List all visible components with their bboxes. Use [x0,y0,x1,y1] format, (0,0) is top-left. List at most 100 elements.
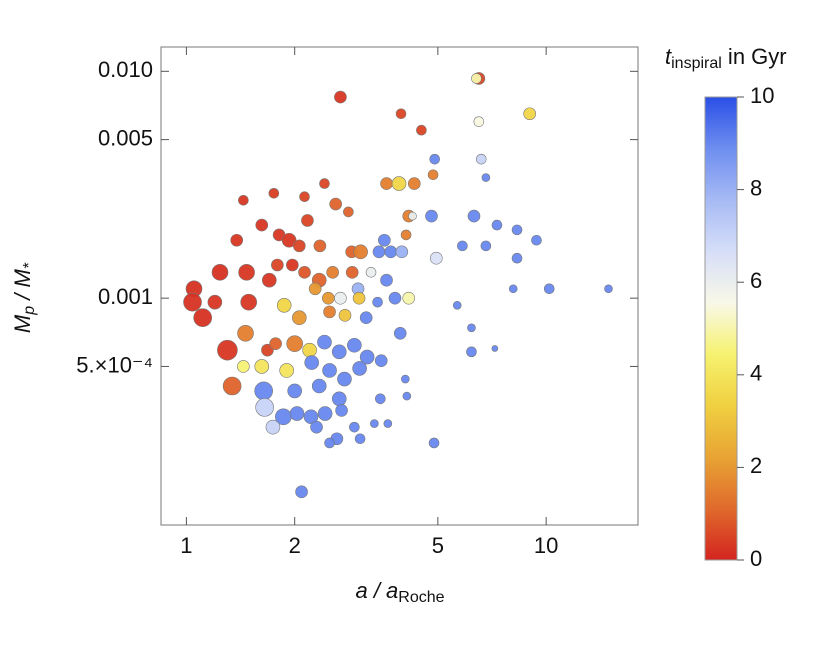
colorbar-tick-label: 10 [750,83,774,108]
point [322,363,337,378]
x-axis-label: a / aRoche [355,578,444,606]
point [531,234,542,246]
point [511,224,523,236]
point [317,406,333,421]
point [255,218,269,232]
point [276,298,292,313]
point [391,176,407,191]
point [457,240,468,252]
point [384,245,398,259]
point [289,406,305,421]
point [491,345,499,352]
point [324,437,335,449]
point [319,178,330,189]
y-axis-label: Mp / M* [10,262,38,333]
point [331,391,347,407]
point [452,301,462,310]
colorbar-tick-label: 2 [750,453,762,478]
point [352,291,366,305]
point [401,374,410,384]
point [408,211,417,221]
point [262,272,277,288]
point [467,209,481,223]
point [269,337,282,350]
point [427,169,439,181]
colorbar-tick-label: 8 [750,175,762,200]
point [230,233,244,247]
point [429,153,441,165]
point [481,173,491,182]
colorbar-tick-label: 6 [750,268,762,293]
point [345,266,359,279]
colorbar-label: tinspiral in Gyr [665,44,787,72]
point [402,391,412,401]
point [353,244,368,260]
point [473,116,485,127]
point [222,376,242,396]
point [265,419,281,435]
point [322,291,335,305]
point [374,354,388,368]
point [334,291,347,305]
point [335,404,348,417]
point [279,363,294,378]
point [388,291,402,305]
point [287,383,302,399]
point [395,108,407,120]
point [193,308,212,328]
point [359,349,375,365]
point [238,195,249,206]
x-tick-label: 1 [180,533,192,558]
point [237,324,254,342]
y-tick-label: 0.001 [98,284,153,309]
point [416,124,427,136]
point [183,292,202,312]
y-tick-label: 5.×10⁻⁴ [76,352,153,377]
point [349,421,360,433]
point [302,342,317,358]
point [268,187,280,199]
point [311,378,327,394]
point [329,197,342,211]
point [428,437,440,449]
plot-frame [160,46,639,526]
point [365,267,377,278]
point [370,419,379,428]
point [301,214,314,227]
point [217,339,238,361]
point [372,245,386,259]
point [467,323,476,333]
point [343,206,354,218]
point [207,294,223,310]
point [508,284,518,294]
point [378,233,391,247]
colorbar-tick-label: 4 [750,361,762,386]
x-tick-label: 2 [289,533,301,558]
x-tick-label: 10 [534,533,558,558]
point [543,283,555,295]
point [359,311,373,325]
point [400,229,412,241]
point [402,291,416,305]
point [310,420,323,434]
point [380,177,393,190]
point [308,282,322,296]
point [352,361,367,376]
point [407,177,421,190]
point [303,409,319,425]
point [334,90,347,104]
point [313,239,327,253]
point [511,252,523,264]
colorbar-tick-label: 0 [750,546,762,571]
point [271,258,284,272]
point [286,335,303,352]
point [292,310,307,326]
point [331,344,347,360]
point [255,398,274,417]
y-tick-label: 0.010 [98,57,153,82]
point [375,393,386,405]
point [372,296,383,308]
point [475,153,487,165]
point [604,284,613,294]
